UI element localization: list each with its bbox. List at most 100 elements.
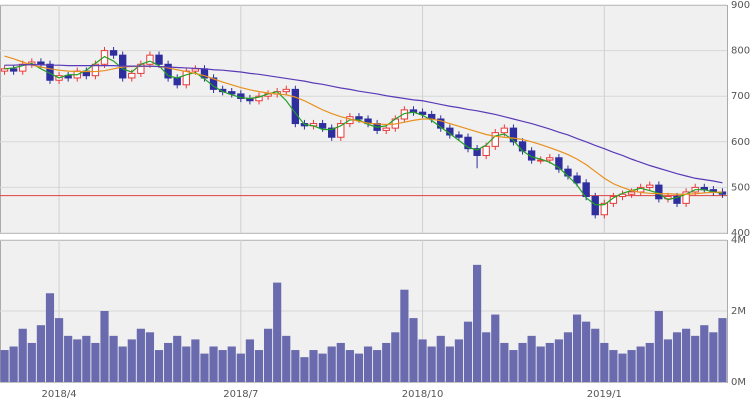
y-tick-label: 700 [731, 91, 750, 102]
candle-body [473, 148, 481, 156]
volume-bar [400, 289, 409, 382]
y-tick-label: 600 [731, 137, 750, 148]
candle-body [100, 50, 109, 65]
y-tick-label: 900 [731, 0, 750, 11]
candle-body [282, 88, 290, 93]
volume-bar [409, 318, 418, 382]
volume-bar [64, 335, 73, 382]
volume-bar [536, 346, 545, 382]
volume-bar [491, 314, 500, 382]
y-tick-label: 2M [731, 306, 746, 317]
candle-body [91, 63, 100, 77]
candle-body [109, 50, 118, 56]
candle-body [555, 157, 563, 170]
volume-bar [682, 328, 691, 382]
candle-body [673, 196, 681, 204]
volume-bar [45, 293, 55, 382]
volume-bar [572, 314, 582, 382]
candle-body [418, 111, 427, 115]
volume-bar [282, 335, 291, 382]
candle-body [455, 134, 463, 138]
y-tick-label: 0M [731, 377, 746, 388]
y-tick-label: 500 [731, 182, 750, 193]
volume-bar [18, 328, 27, 382]
volume-bar [618, 353, 627, 382]
volume-bar [636, 346, 645, 382]
volume-bar [0, 350, 9, 382]
candle-body [564, 168, 572, 177]
volume-bar [445, 346, 454, 382]
candle-body [337, 123, 345, 138]
volume-bar [263, 328, 273, 382]
volume-bar [200, 353, 209, 382]
volume-bar [191, 339, 200, 382]
candle-body [464, 136, 472, 150]
price-panel [0, 5, 728, 234]
volume-bar [436, 335, 445, 382]
volume-bar [345, 350, 354, 382]
volume-bar [709, 332, 718, 382]
candle-body [573, 175, 581, 184]
volume-bar [427, 346, 436, 382]
volume-bar [700, 325, 709, 382]
volume-bar [273, 282, 282, 382]
candle-body [355, 116, 363, 120]
candle-body [291, 88, 300, 125]
x-tick-label: 2019/1 [587, 389, 622, 400]
volume-bar [73, 339, 82, 382]
volume-bar [672, 332, 682, 382]
volume-bar [209, 346, 218, 382]
volume-bar [164, 342, 173, 382]
volume-bar [100, 311, 109, 382]
candle-body [491, 132, 499, 147]
candle-body [500, 127, 509, 134]
volume-bar [136, 328, 145, 382]
volume-bar [218, 350, 227, 382]
candle-body [128, 72, 136, 79]
volume-bar [691, 335, 700, 382]
volume-bar [454, 339, 464, 382]
volume-bar [500, 342, 509, 382]
volume-bar [291, 350, 300, 382]
volume-bar [91, 342, 100, 382]
candle-body [146, 54, 154, 65]
candle-body [427, 113, 436, 120]
volume-bar [82, 335, 91, 382]
volume-bar [482, 332, 491, 382]
volume-bar [254, 350, 264, 382]
volume-bar [9, 346, 18, 382]
y-tick-label: 800 [731, 46, 750, 57]
candle-body [482, 145, 490, 156]
volume-bar [600, 342, 609, 382]
volume-bar [382, 342, 391, 382]
volume-bar [554, 339, 563, 382]
volume-bar [154, 350, 164, 382]
x-tick-label: 2018/10 [402, 389, 444, 400]
y-tick-label: 4M [731, 235, 746, 246]
volume-bar [182, 346, 191, 382]
volume-bar [645, 342, 654, 382]
candle-body [318, 123, 327, 129]
volume-bar [373, 350, 382, 382]
candle-body [655, 184, 663, 200]
volume-bar [145, 332, 155, 382]
moving-average [4, 55, 723, 195]
candle-body [509, 127, 518, 143]
candle-body [164, 63, 172, 79]
volume-bar [336, 342, 345, 382]
volume-bar [609, 350, 618, 382]
candle-body [627, 191, 636, 195]
moving-average [4, 64, 723, 184]
volume-bar [527, 335, 536, 382]
candle-body [682, 191, 690, 204]
volume-bar [118, 346, 127, 382]
volume-bar [318, 353, 327, 382]
volume-bar [236, 353, 245, 382]
volume-bar [718, 318, 727, 382]
volume-bar [473, 264, 482, 382]
candle-body [382, 127, 390, 131]
volume-bar [27, 342, 36, 382]
volume-bar [654, 311, 663, 382]
